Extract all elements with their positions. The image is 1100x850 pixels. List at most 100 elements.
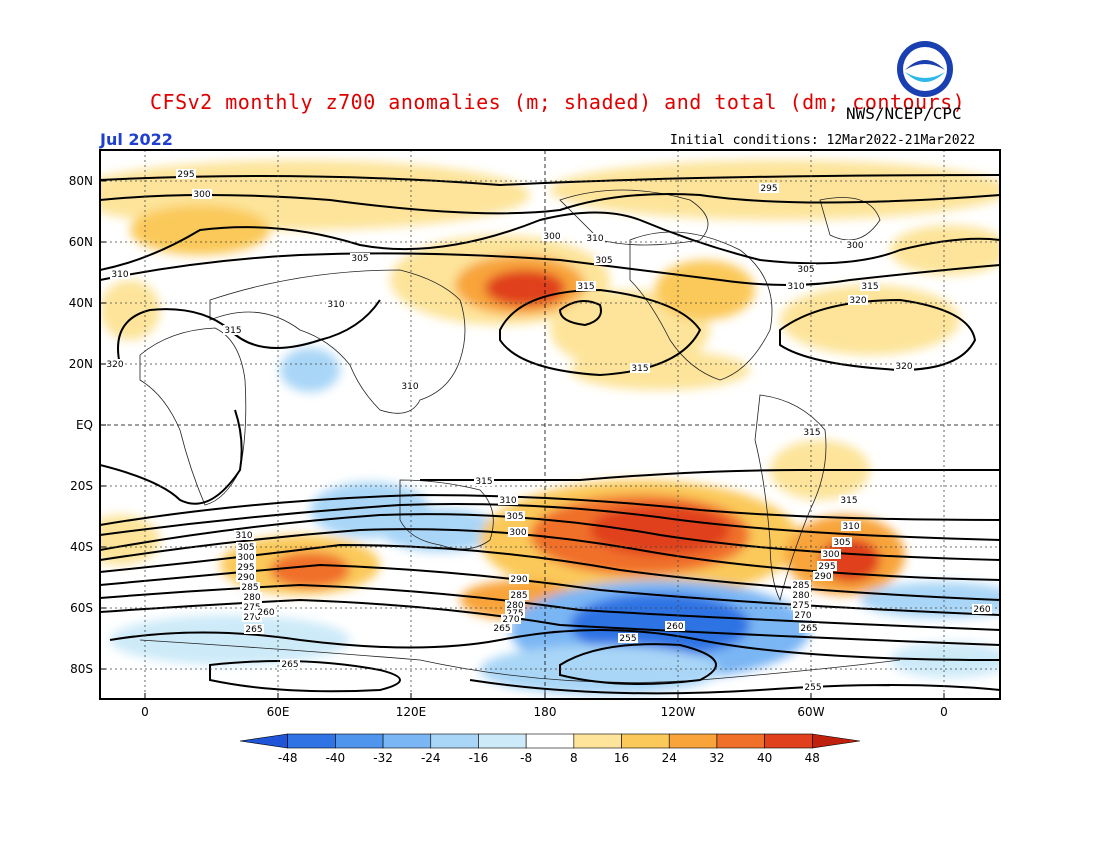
contour-label-bg — [326, 299, 346, 309]
colorbar-label: 40 — [757, 751, 772, 765]
contour-label: 305 — [506, 512, 523, 522]
contour-label: 275 — [243, 603, 260, 613]
contour-label: 320 — [106, 360, 123, 370]
contour-label: 300 — [193, 190, 210, 200]
height-contours — [100, 174, 1000, 695]
colorbar-swatch — [287, 733, 336, 749]
contour-label-bg — [594, 255, 614, 265]
contour-label: 265 — [493, 624, 510, 634]
contour-label: 260 — [666, 622, 683, 632]
colorbar-label: -40 — [326, 751, 346, 765]
contour-label: 260 — [257, 608, 274, 618]
anomaly-shading — [100, 160, 1000, 695]
contour-label-bg — [244, 624, 264, 634]
contour-label: 280 — [792, 591, 809, 601]
contour-label: 315 — [840, 496, 857, 506]
contour-label: 300 — [237, 553, 254, 563]
contour-label: 270 — [243, 613, 260, 623]
contour-label: 265 — [281, 660, 298, 670]
lon-label: 120E — [396, 705, 427, 719]
lon-label: 120W — [661, 705, 696, 719]
noaa-logo: NOAA — [897, 41, 953, 97]
chart-title: CFSv2 monthly z700 anomalies (m; shaded)… — [150, 90, 966, 114]
contour-label: 310 — [787, 282, 804, 292]
contour-label: 280 — [506, 601, 523, 611]
contour-label-bg — [505, 608, 525, 618]
contour-label-bg — [791, 580, 811, 590]
contour-label-bg — [505, 511, 525, 521]
colorbar-label: 24 — [662, 751, 677, 765]
contour-label-bg — [509, 590, 529, 600]
contour-label-bg — [791, 600, 811, 610]
contour-label: 285 — [241, 583, 258, 593]
contour-label-bg — [576, 281, 596, 291]
lat-label: 80S — [70, 662, 93, 676]
gridlines — [100, 150, 1000, 699]
colorbar-swatch — [382, 733, 432, 749]
colorbar-swatch — [525, 733, 575, 749]
lat-label: 60S — [70, 601, 93, 615]
colorbar-label: 48 — [805, 751, 820, 765]
contour-label: 310 — [111, 270, 128, 280]
contour-label: 285 — [510, 591, 527, 601]
colorbar-swatch — [716, 733, 765, 749]
contour-label-bg — [848, 295, 868, 305]
contour-label-bg — [542, 231, 562, 241]
colorbar-swatch — [430, 733, 479, 749]
contour-label: 265 — [800, 624, 817, 634]
contour-label: 255 — [619, 634, 636, 644]
contour-label: 300 — [543, 232, 560, 242]
contour-label: 320 — [895, 362, 912, 372]
colorbar-label: -24 — [421, 751, 441, 765]
contour-label: 315 — [631, 364, 648, 374]
lon-label: 60E — [267, 705, 290, 719]
contour-label-bg — [793, 610, 813, 620]
contour-label-bg — [492, 623, 512, 633]
contour-label-bg — [665, 621, 685, 631]
contour-label: 285 — [792, 581, 809, 591]
colorbar-swatch — [764, 733, 813, 749]
lat-label: 40N — [69, 296, 93, 310]
lon-label: 0 — [940, 705, 948, 719]
contour-label-bg — [505, 600, 525, 610]
contour-label: 295 — [818, 562, 835, 572]
initial-conditions: Initial conditions: 12Mar2022-21Mar2022 — [670, 133, 976, 148]
contour-label: 315 — [577, 282, 594, 292]
contour-label-bg — [813, 571, 833, 581]
lat-label: 20S — [70, 479, 93, 493]
contour-label: 310 — [327, 300, 344, 310]
colorbar-label: 32 — [709, 751, 724, 765]
contour-label-bg — [860, 281, 880, 291]
colorbar-swatch — [621, 733, 670, 749]
contour-label-bg — [791, 590, 811, 600]
contour-label-bg — [256, 607, 276, 617]
contour-label-bg — [110, 269, 130, 279]
lat-label: 60N — [69, 235, 93, 249]
agency-label: NWS/NCEP/CPC — [846, 104, 962, 123]
contour-label-bg — [796, 264, 816, 274]
contour-label: 305 — [797, 265, 814, 275]
contour-label: 295 — [760, 184, 777, 194]
lon-label: 60W — [797, 705, 824, 719]
colorbar-label: -16 — [469, 751, 489, 765]
contour-label-bg — [223, 325, 243, 335]
contour-label-bg — [242, 602, 262, 612]
contour-label-bg — [817, 561, 837, 571]
contour-label: 315 — [475, 477, 492, 487]
contour-label: 305 — [595, 256, 612, 266]
lat-label: 40S — [70, 540, 93, 554]
latitude-labels: 80N 60N 40N 20N EQ 20S 40S 60S 80S — [69, 174, 106, 676]
contour-label: 300 — [509, 528, 526, 538]
contour-label-bg — [176, 169, 196, 179]
contour-label-bg — [192, 189, 212, 199]
contour-label: 305 — [237, 543, 254, 553]
contour-label: 315 — [861, 282, 878, 292]
colorbar-label: 8 — [570, 751, 578, 765]
contour-label-bg — [400, 381, 420, 391]
contour-label-bg — [236, 542, 256, 552]
lat-label: 20N — [69, 357, 93, 371]
contour-label: 265 — [245, 625, 262, 635]
contour-label-bg — [802, 427, 822, 437]
contour-label: 270 — [502, 615, 519, 625]
